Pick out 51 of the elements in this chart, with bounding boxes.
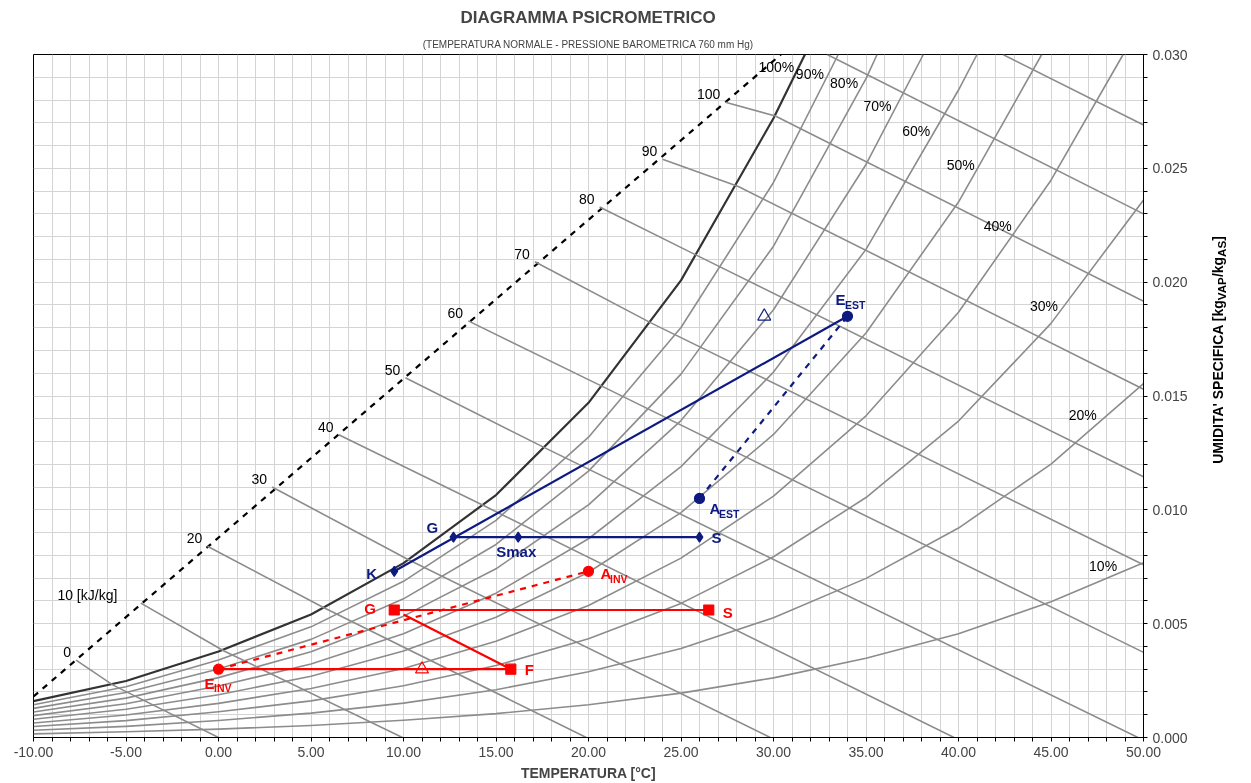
x-tick-label: 45.00 [1033,743,1069,760]
data-label: F [524,660,534,678]
x-tick-label: 15.00 [478,743,514,760]
annotation: 90 [641,143,658,160]
annotation: 40% [983,218,1012,235]
data-label: G [364,599,376,617]
data-label: K [366,564,378,582]
x-tick-label: 5.00 [297,743,325,760]
x-tick-label: 10.00 [385,743,422,760]
x-tick-label: 20.00 [570,743,607,760]
y-tick-label: 0.000 [1152,729,1188,746]
annotation: 30% [1029,298,1058,315]
x-tick-label: 35.00 [848,743,884,760]
annotation: 10% [1089,557,1118,574]
x-tick-label: 30.00 [755,743,792,760]
x-tick-label: 25.00 [663,743,699,760]
x-tick-label: -5.00 [110,743,143,760]
y-tick-label: 0.020 [1152,274,1188,291]
annotation: 60 [447,304,464,321]
chart-subtitle: (TEMPERATURA NORMALE - PRESSIONE BAROMETRICA 760 mm Hg) [422,38,754,50]
annotation: 20 [186,530,203,547]
annotation: 100 [696,86,721,103]
annotation: 90% [795,65,824,82]
annotation: 80 [578,191,595,208]
annotation: 50 [384,361,401,378]
annotation: 50% [946,156,975,173]
data-label: G [426,518,439,536]
y-tick-label: 0.015 [1152,388,1188,404]
x-axis-title: TEMPERATURA [°C] [520,764,656,781]
annotation: 10 [kJ/kg] [57,587,118,604]
annotation: 80% [830,74,859,91]
y-tick-label: 0.025 [1152,160,1188,177]
annotation: 0 [63,644,72,661]
x-tick-label: -10.00 [13,743,54,760]
x-tick-label: 50.00 [1125,743,1162,760]
data-label: S [711,528,722,546]
data-label: Smax [496,542,537,560]
x-tick-label: 40.00 [940,743,977,760]
annotation: 100% [758,58,795,75]
x-tick-label: 0.00 [204,743,233,760]
annotation: 60% [902,122,931,139]
annotation: 70 [514,245,530,262]
annotation: 70% [863,97,892,114]
annotation: 40 [318,418,334,435]
chart-title: DIAGRAMMA PSICROMETRICO [460,7,716,27]
data-label: S [722,603,733,621]
y-tick-label: 0.005 [1152,615,1188,632]
y-tick-label: 0.030 [1152,46,1188,63]
annotation: 30 [251,471,268,488]
y-tick-label: 0.010 [1152,501,1188,518]
annotation: 20% [1068,407,1097,424]
